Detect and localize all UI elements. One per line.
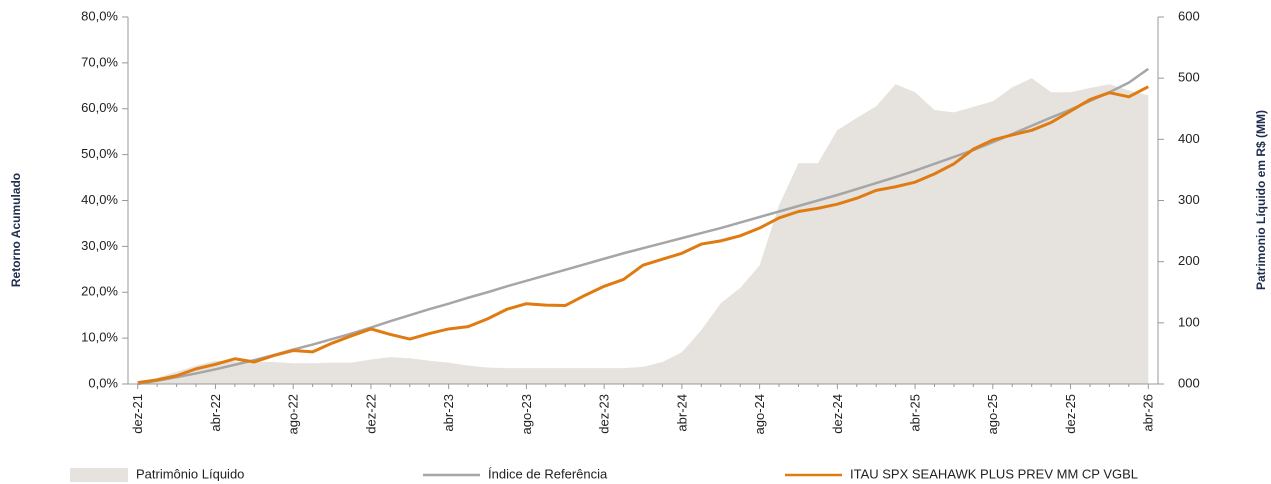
y2-tick-label: 200 [1178, 253, 1200, 268]
legend-swatch [70, 468, 128, 482]
x-tick-label: abr-23 [441, 394, 456, 432]
y-tick-label: 10,0% [81, 330, 118, 345]
x-tick-label: dez-25 [1063, 394, 1078, 434]
y-tick-label: 50,0% [81, 146, 118, 161]
y2-axis-title: Patrimonio Líquido em R$ (MM) [1254, 110, 1268, 290]
x-tick-label: abr-25 [908, 394, 923, 432]
x-tick-label: dez-23 [597, 394, 612, 434]
y2-tick-label: 500 [1178, 70, 1200, 85]
x-tick-label: dez-22 [363, 394, 378, 434]
line [137, 85, 1149, 385]
x-tick-label: abr-22 [208, 394, 223, 432]
x-tick-label: ago-24 [752, 394, 767, 434]
x-tick-label: ago-22 [286, 394, 301, 434]
y2-tick-label: 100 [1178, 314, 1200, 329]
area [137, 78, 1149, 385]
y2-tick-label: 000 [1178, 375, 1200, 390]
x-tick-label: dez-24 [830, 394, 845, 434]
x-tick-label: dez-21 [130, 394, 145, 434]
y-tick-label: 70,0% [81, 54, 118, 69]
y-tick-label: 60,0% [81, 100, 118, 115]
y2-tick-label: 300 [1178, 192, 1200, 207]
legend-label: Patrimônio Líquido [136, 466, 244, 481]
legend-label: ITAU SPX SEAHAWK PLUS PREV MM CP VGBL [850, 466, 1138, 481]
y-tick-label: 0,0% [88, 375, 118, 390]
y2-tick-label: 600 [1178, 8, 1200, 23]
x-tick-label: abr-24 [674, 394, 689, 432]
y-axis-title: Retorno Acumulado [9, 173, 23, 287]
y-tick-label: 80,0% [81, 8, 118, 23]
y-tick-label: 40,0% [81, 192, 118, 207]
y2-tick-label: 400 [1178, 131, 1200, 146]
x-tick-label: abr-26 [1141, 394, 1156, 432]
x-tick-label: ago-25 [985, 394, 1000, 434]
legend-label: Índice de Referência [488, 466, 608, 481]
x-tick-label: ago-23 [519, 394, 534, 434]
y-tick-label: 20,0% [81, 284, 118, 299]
y-tick-label: 30,0% [81, 238, 118, 253]
